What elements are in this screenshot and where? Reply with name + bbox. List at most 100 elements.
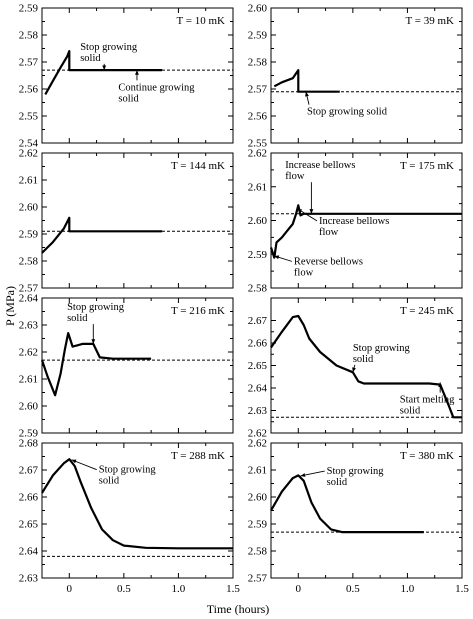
annotation-text: solid bbox=[67, 313, 88, 324]
y-tick-label: 2.62 bbox=[248, 438, 267, 450]
y-tick-label: 2.59 bbox=[19, 428, 39, 440]
annotation-text: Start melting bbox=[400, 395, 455, 406]
annotation-text: solid bbox=[353, 354, 374, 365]
chart-panel-5: 2.59 2.60 2.61 2.62 2.63 2.64 T = 216 mK Stop g… bbox=[19, 293, 234, 440]
temperature-label: T = 39 mK bbox=[406, 15, 455, 27]
y-tick-label: 2.65 bbox=[19, 519, 39, 531]
y-tick-label: 2.55 bbox=[19, 111, 39, 123]
y-tick-label: 2.61 bbox=[248, 181, 267, 193]
annotation-text: Continue growing bbox=[118, 82, 195, 93]
y-tick-label: 2.66 bbox=[248, 338, 268, 350]
annotation-arrowhead bbox=[274, 255, 280, 260]
y-tick-label: 2.63 bbox=[19, 320, 39, 332]
annotation-text: solid bbox=[99, 476, 120, 487]
x-tick-label: 1.0 bbox=[172, 583, 186, 595]
annotation-text: Stop growing bbox=[327, 466, 385, 477]
y-tick-label: 2.57 bbox=[19, 57, 39, 69]
pressure-series-line bbox=[41, 216, 163, 254]
y-tick-label: 2.68 bbox=[19, 438, 39, 450]
y-tick-label: 2.59 bbox=[248, 519, 268, 531]
pressure-series-line bbox=[273, 68, 340, 93]
plot-frame bbox=[41, 7, 234, 144]
chart-panel-1: 2.54 2.55 2.56 2.57 2.58 2.59 T = 10 mK Stop gr… bbox=[19, 3, 234, 150]
annotation-text: solid bbox=[400, 406, 421, 417]
y-tick-label: 2.55 bbox=[248, 138, 268, 150]
chart-panel-2: 2.55 2.56 2.57 2.58 2.59 2.60 T = 39 mK Stop gr… bbox=[248, 3, 463, 150]
annotation-arrowhead bbox=[352, 367, 356, 373]
chart-panel-6: 2.62 2.63 2.64 2.65 2.66 2.67 T = 245 mK Stop g… bbox=[248, 297, 463, 440]
plot-frame bbox=[270, 442, 463, 579]
x-tick-label: 1.0 bbox=[401, 583, 415, 595]
y-tick-label: 2.61 bbox=[248, 465, 267, 477]
annotation-text: Stop growing bbox=[80, 42, 138, 53]
temperature-label: T = 144 mK bbox=[171, 160, 225, 172]
x-tick-label: 1.5 bbox=[455, 583, 469, 595]
y-tick-label: 2.58 bbox=[19, 256, 39, 268]
panel-grid: 2.54 2.55 2.56 2.57 2.58 2.59 T = 10 mK Stop gr… bbox=[19, 3, 470, 596]
y-tick-label: 2.60 bbox=[248, 492, 268, 504]
y-tick-label: 2.63 bbox=[19, 573, 39, 585]
annotation-arrowhead bbox=[135, 70, 139, 75]
annotation-text: Stop growing bbox=[67, 302, 125, 313]
y-tick-label: 2.57 bbox=[19, 283, 39, 295]
y-tick-label: 2.58 bbox=[248, 546, 268, 558]
y-tick-label: 2.56 bbox=[19, 84, 39, 96]
y-tick-label: 2.60 bbox=[248, 215, 268, 227]
temperature-label: T = 10 mK bbox=[177, 15, 226, 27]
pressure-series-line bbox=[270, 474, 424, 534]
annotation-text: flow bbox=[285, 171, 305, 182]
y-tick-label: 2.66 bbox=[19, 492, 39, 504]
x-tick-label: 0 bbox=[296, 583, 302, 595]
y-tick-label: 2.63 bbox=[248, 405, 268, 417]
y-tick-label: 2.60 bbox=[19, 202, 39, 214]
chart-panel-8: 2.57 2.58 2.59 2.60 2.61 2.62 0 0.5 1.0 1.5 T = 38… bbox=[248, 438, 470, 596]
y-tick-label: 2.54 bbox=[19, 138, 39, 150]
y-tick-label: 2.61 bbox=[19, 175, 38, 187]
y-tick-label: 2.64 bbox=[248, 383, 268, 395]
y-tick-label: 2.57 bbox=[248, 573, 268, 585]
annotation-arrowhead bbox=[71, 459, 77, 464]
y-tick-label: 2.64 bbox=[19, 293, 39, 305]
y-tick-label: 2.58 bbox=[248, 283, 268, 295]
temperature-label: T = 216 mK bbox=[171, 305, 225, 317]
y-tick-label: 2.62 bbox=[248, 428, 267, 440]
annotation-arrowhead bbox=[305, 91, 309, 97]
y-tick-label: 2.64 bbox=[19, 546, 39, 558]
x-tick-label: 0.5 bbox=[346, 583, 360, 595]
chart-panel-3: 2.57 2.58 2.59 2.60 2.61 2.62 T = 144 mK bbox=[19, 148, 234, 295]
annotation-text: Increase bellows bbox=[285, 160, 355, 171]
y-tick-label: 2.60 bbox=[19, 401, 39, 413]
y-axis-title: P (MPa) bbox=[3, 286, 17, 326]
y-tick-label: 2.65 bbox=[248, 360, 268, 372]
pressure-series-line bbox=[40, 332, 152, 397]
annotation-arrowhead bbox=[438, 382, 443, 387]
y-tick-label: 2.61 bbox=[19, 374, 38, 386]
annotation-arrowhead bbox=[297, 208, 303, 213]
pressure-series-line bbox=[269, 204, 462, 259]
temperature-label: T = 245 mK bbox=[400, 305, 454, 317]
annotation-text: Reverse bellows bbox=[294, 256, 363, 267]
temperature-label: T = 175 mK bbox=[400, 160, 454, 172]
y-tick-label: 2.62 bbox=[19, 347, 38, 359]
plot-frame bbox=[41, 152, 234, 289]
y-tick-label: 2.59 bbox=[19, 229, 39, 241]
annotation-text: flow bbox=[294, 267, 314, 278]
annotation-arrowhead bbox=[102, 65, 107, 71]
temperature-label: T = 380 mK bbox=[400, 450, 454, 462]
y-tick-label: 2.56 bbox=[248, 111, 268, 123]
x-tick-label: 1.5 bbox=[226, 583, 240, 595]
annotation-text: solid bbox=[327, 477, 348, 488]
temperature-label: T = 288 mK bbox=[171, 450, 225, 462]
annotation-arrowhead bbox=[309, 209, 314, 214]
annotation-arrowhead bbox=[91, 339, 96, 344]
x-axis-title: Time (hours) bbox=[207, 602, 270, 616]
pressure-series-line bbox=[41, 458, 233, 550]
y-tick-label: 2.59 bbox=[248, 30, 268, 42]
y-tick-label: 2.58 bbox=[248, 57, 268, 69]
pressure-series-line bbox=[44, 50, 163, 95]
y-tick-label: 2.60 bbox=[248, 3, 268, 15]
y-tick-label: 2.62 bbox=[248, 148, 267, 160]
chart-panel-7: 2.63 2.64 2.65 2.66 2.67 2.68 0 0.5 1.0 1.5 T = 28… bbox=[19, 438, 241, 596]
y-tick-label: 2.67 bbox=[19, 465, 39, 477]
